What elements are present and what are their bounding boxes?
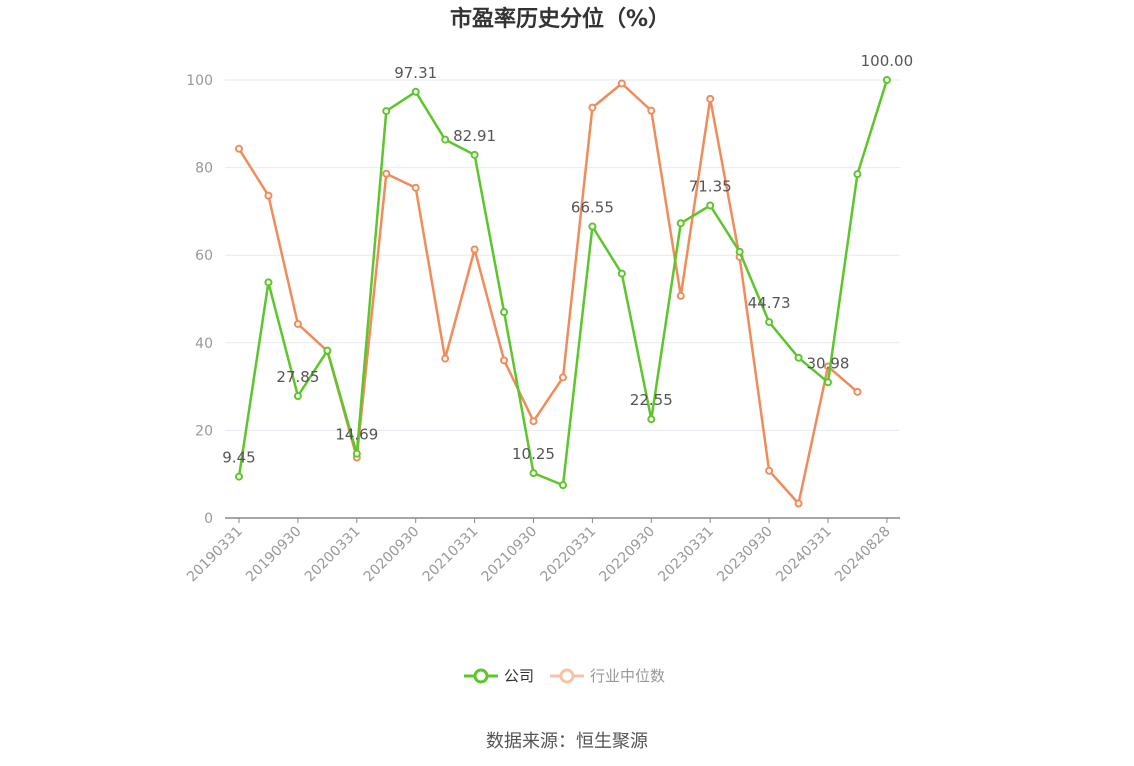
data-label: 30.98	[807, 354, 850, 372]
data-point[interactable]	[735, 247, 744, 256]
data-point[interactable]	[500, 308, 509, 317]
data-point[interactable]	[264, 278, 273, 287]
data-point[interactable]	[500, 356, 509, 365]
y-tick-label: 20	[195, 423, 213, 439]
x-tick-label: 20200930	[361, 524, 423, 586]
legend-label-company: 公司	[504, 667, 534, 685]
y-tick-label: 100	[186, 73, 213, 89]
data-point[interactable]	[411, 183, 420, 192]
legend[interactable]: 公司 行业中位数	[464, 667, 665, 685]
data-point[interactable]	[558, 481, 567, 490]
data-point[interactable]	[765, 318, 774, 327]
y-tick-label: 0	[204, 511, 213, 527]
data-point[interactable]	[470, 245, 479, 254]
data-point[interactable]	[706, 94, 715, 103]
y-tick-label: 80	[195, 161, 213, 177]
data-point[interactable]	[853, 387, 862, 396]
legend-item-company[interactable]: 公司	[464, 667, 534, 685]
legend-label-industry: 行业中位数	[590, 667, 665, 685]
data-point[interactable]	[588, 103, 597, 112]
data-point[interactable]	[529, 417, 538, 426]
data-point[interactable]	[470, 150, 479, 159]
data-point[interactable]	[824, 378, 832, 387]
data-point[interactable]	[676, 219, 685, 228]
data-point[interactable]	[264, 191, 273, 200]
chart-title: 市盈率历史分位（%）	[450, 6, 670, 32]
x-tick-label: 20210930	[479, 524, 541, 586]
data-point[interactable]	[235, 144, 243, 153]
series-line-0	[237, 79, 889, 487]
data-label: 82.91	[453, 127, 496, 145]
data-point[interactable]	[647, 106, 656, 115]
x-tick-label: 20190930	[243, 524, 305, 586]
data-point[interactable]	[293, 319, 302, 328]
data-point[interactable]	[794, 353, 803, 362]
data-label: 10.25	[512, 445, 555, 463]
data-label: 27.85	[276, 368, 319, 386]
data-point[interactable]	[411, 87, 420, 96]
data-point[interactable]	[441, 135, 450, 144]
data-label: 22.55	[630, 391, 673, 409]
x-axis: 2019033120190930202003312020093020210331…	[184, 517, 900, 586]
data-label: 66.55	[571, 199, 614, 217]
data-label: 44.73	[748, 294, 791, 312]
data-point[interactable]	[617, 79, 626, 88]
x-tick-label: 20220930	[596, 524, 658, 586]
x-tick-label: 20230331	[655, 524, 717, 586]
data-point[interactable]	[617, 269, 626, 278]
data-point[interactable]	[676, 291, 685, 300]
data-point[interactable]	[647, 415, 656, 424]
data-point[interactable]	[235, 472, 243, 481]
legend-item-industry[interactable]: 行业中位数	[550, 667, 665, 685]
legend-marker-industry	[559, 668, 575, 684]
data-label: 100.00	[861, 52, 914, 70]
data-point[interactable]	[323, 346, 332, 355]
data-point[interactable]	[382, 169, 391, 178]
data-point[interactable]	[441, 354, 450, 363]
x-tick-label: 20200331	[302, 524, 364, 586]
data-label: 97.31	[394, 64, 437, 82]
data-point[interactable]	[794, 499, 803, 508]
y-axis-ticks: 0 20 40 60 80 100	[186, 73, 213, 527]
x-tick-label: 20240331	[773, 524, 835, 586]
data-labels: 9.45 27.85 14.69 97.31 82.91 10.25 66.55 22.55 7…	[222, 52, 913, 467]
data-point[interactable]	[853, 170, 862, 179]
x-tick-label: 20190331	[184, 524, 246, 586]
data-point[interactable]	[352, 449, 361, 458]
x-tick-label: 20240828	[832, 524, 894, 586]
y-tick-label: 40	[195, 336, 213, 352]
x-tick-label: 20220331	[538, 524, 600, 586]
data-point[interactable]	[529, 469, 538, 478]
x-tick-label: 20210331	[420, 524, 482, 586]
data-label: 71.35	[689, 177, 732, 195]
series-layer	[235, 76, 891, 508]
data-point[interactable]	[558, 373, 567, 382]
data-point[interactable]	[293, 392, 302, 401]
source-note: 数据来源：恒生聚源	[486, 731, 648, 752]
data-point[interactable]	[882, 76, 891, 84]
y-tick-label: 60	[195, 248, 213, 264]
legend-marker-company	[473, 668, 489, 684]
data-point[interactable]	[588, 222, 597, 231]
x-tick-label: 20230930	[714, 524, 776, 586]
data-label: 14.69	[335, 426, 378, 444]
data-point[interactable]	[706, 201, 715, 210]
data-label: 9.45	[222, 449, 255, 467]
data-point[interactable]	[765, 466, 774, 475]
data-point[interactable]	[382, 107, 391, 116]
